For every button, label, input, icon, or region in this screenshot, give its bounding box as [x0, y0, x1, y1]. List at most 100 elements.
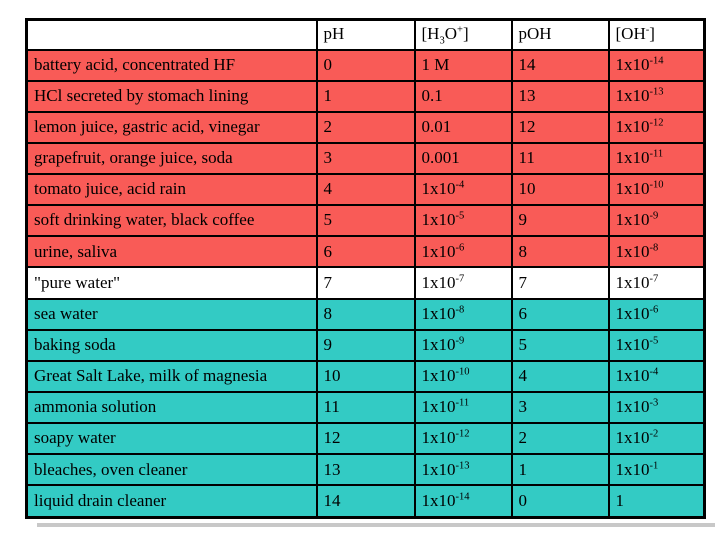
substance-cell: baking soda [25, 328, 318, 362]
substance-cell: grapefruit, orange juice, soda [25, 141, 318, 176]
table-row: baking soda 9 1x10-9 5 1x10-5 [25, 328, 706, 362]
oh-value-cell: 1x10-12 [607, 110, 706, 144]
h3o-value-exponent: -10 [455, 366, 470, 378]
h3o-value: 0.1 [421, 85, 443, 105]
table-row: sea water 8 1x10-8 6 1x10-6 [25, 297, 706, 331]
poh-value-cell: 6 [510, 297, 610, 331]
poh-value: 1 [518, 459, 528, 479]
table-row: ammonia solution 11 1x10-11 3 1x10-3 [25, 391, 706, 425]
poh-value: 13 [518, 85, 536, 105]
poh-value: 7 [518, 272, 528, 292]
ph-value-cell: 3 [315, 141, 416, 176]
h3o-value-exponent: -4 [455, 179, 465, 191]
ph-value: 11 [323, 397, 340, 417]
oh-value: 1x10 [615, 428, 650, 448]
h3o-value: 1x10 [421, 334, 456, 354]
poh-value-cell: 8 [510, 235, 610, 269]
substance-label: battery acid, concentrated HF [34, 54, 236, 74]
ph-value: 13 [323, 459, 341, 479]
ph-value: 12 [323, 428, 341, 448]
h3o-value: 0.001 [421, 148, 460, 168]
h3o-value-cell: 1x10-12 [413, 422, 513, 456]
substance-cell: "pure water" [25, 266, 318, 300]
substance-label: HCl secreted by stomach lining [34, 85, 249, 105]
poh-value-cell: 7 [510, 266, 610, 300]
oh-value: 1x10 [615, 366, 650, 386]
ph-value: 9 [323, 334, 333, 354]
oh-value-exponent: -5 [649, 335, 659, 347]
ph-value: 0 [323, 54, 333, 74]
substance-label: bleaches, oven cleaner [34, 459, 188, 479]
oh-value-exponent: -4 [649, 366, 659, 378]
oh-value: 1 [615, 490, 625, 510]
oh-value: 1x10 [615, 85, 650, 105]
header-h3o-part: [H [421, 24, 440, 44]
h3o-value-cell: 1x10-11 [413, 391, 513, 425]
h3o-value: 1x10 [421, 272, 456, 292]
poh-value-cell: 1 [510, 453, 610, 487]
h3o-value-exponent: -12 [455, 428, 470, 440]
substance-cell: soft drinking water, black coffee [25, 204, 318, 238]
oh-value-exponent: -14 [649, 55, 664, 67]
substance-cell: Great Salt Lake, milk of magnesia [25, 359, 318, 394]
table-body: battery acid, concentrated HF 0 1 M 14 1… [25, 48, 706, 519]
ph-value-cell: 2 [315, 110, 416, 144]
ph-value-cell: 12 [315, 422, 416, 456]
table-row: Great Salt Lake, milk of magnesia 10 1x1… [25, 359, 706, 394]
oh-value-cell: 1x10-6 [607, 297, 706, 331]
header-ph: pH [315, 18, 416, 51]
oh-value-exponent: -1 [649, 459, 659, 471]
h3o-value-cell: 1x10-14 [413, 484, 513, 519]
header-poh: pOH [510, 18, 610, 51]
header-h3o: [H3O+] [413, 18, 513, 51]
substance-label: baking soda [34, 334, 116, 354]
oh-value: 1x10 [615, 179, 650, 199]
poh-value-cell: 10 [510, 173, 610, 207]
poh-value: 5 [518, 334, 528, 354]
substance-cell: lemon juice, gastric acid, vinegar [25, 110, 318, 144]
oh-value-exponent: -7 [649, 273, 659, 285]
substance-cell: soapy water [25, 422, 318, 456]
table-drop-shadow [37, 523, 715, 527]
poh-value-cell: 2 [510, 422, 610, 456]
table-row: urine, saliva 6 1x10-6 8 1x10-8 [25, 235, 706, 269]
oh-value-cell: 1x10-11 [607, 141, 706, 176]
oh-value: 1x10 [615, 303, 650, 323]
substance-cell: urine, saliva [25, 235, 318, 269]
h3o-value-exponent: -14 [455, 491, 470, 503]
ph-value: 7 [323, 272, 333, 292]
h3o-value-cell: 1x10-4 [413, 173, 513, 207]
h3o-value-exponent: -5 [455, 210, 465, 222]
oh-value-exponent: -11 [649, 148, 664, 160]
h3o-value-cell: 1 M [413, 48, 513, 82]
table-row: tomato juice, acid rain 4 1x10-4 10 1x10… [25, 173, 706, 207]
oh-value-exponent: -9 [649, 210, 659, 222]
oh-value: 1x10 [615, 117, 650, 136]
oh-value-exponent: -2 [649, 428, 659, 440]
oh-value-cell: 1x10-14 [607, 48, 706, 82]
table-row: soft drinking water, black coffee 5 1x10… [25, 204, 706, 238]
poh-value: 3 [518, 397, 528, 417]
header-h3o-superscript: + [457, 24, 463, 36]
oh-value-exponent: -13 [649, 86, 664, 98]
h3o-value: 1x10 [421, 210, 456, 230]
h3o-value-cell: 0.1 [413, 79, 513, 113]
h3o-value: 1x10 [421, 428, 456, 448]
h3o-value: 1x10 [421, 366, 456, 386]
table-row: battery acid, concentrated HF 0 1 M 14 1… [25, 48, 706, 82]
header-h3o-part: ] [462, 24, 469, 44]
oh-value-cell: 1x10-3 [607, 391, 706, 425]
oh-value: 1x10 [615, 54, 650, 74]
poh-value-cell: 5 [510, 328, 610, 362]
oh-value: 1x10 [615, 334, 650, 354]
ph-value-cell: 0 [315, 48, 416, 82]
header-oh-part: ] [649, 24, 655, 44]
ph-value: 8 [323, 303, 333, 323]
table-row: bleaches, oven cleaner 13 1x10-13 1 1x10… [25, 453, 706, 487]
substance-cell: liquid drain cleaner [25, 484, 318, 519]
substance-label: sea water [34, 303, 98, 323]
substance-label: tomato juice, acid rain [34, 179, 186, 199]
oh-value-exponent: -12 [649, 117, 664, 129]
h3o-value: 1 M [421, 54, 450, 74]
h3o-value-cell: 1x10-13 [413, 453, 513, 487]
